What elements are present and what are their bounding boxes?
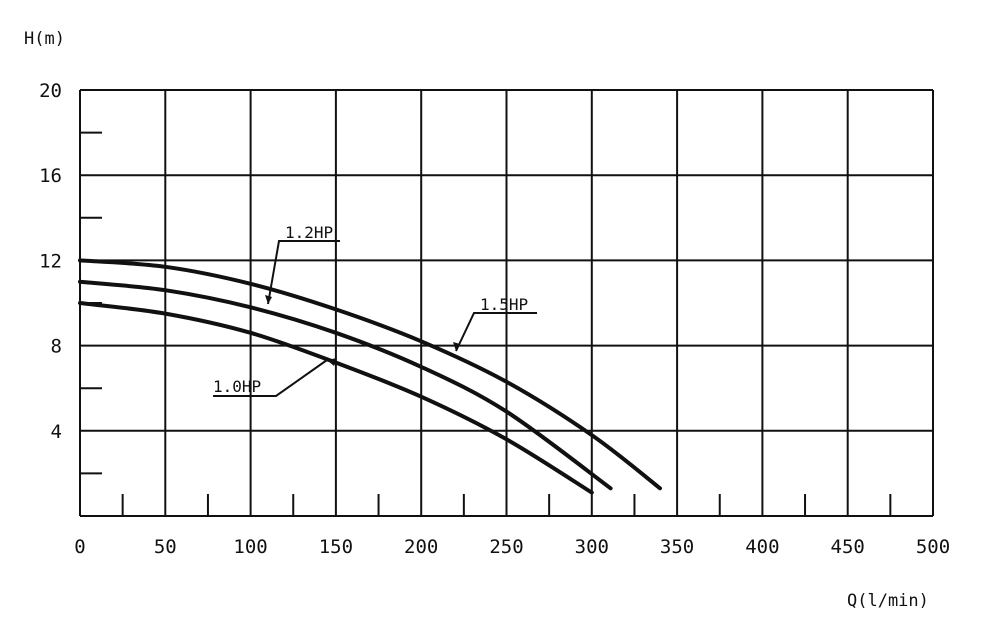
series-label-1-0HP: 1.0HP xyxy=(213,358,337,397)
leader-arrowhead xyxy=(327,358,337,366)
series-label-text: 1.5HP xyxy=(480,295,528,314)
x-tick-label: 0 xyxy=(74,536,85,558)
x-tick-label: 200 xyxy=(404,536,438,558)
series-label-1-2HP: 1.2HP xyxy=(265,223,340,305)
y-axis-label: H(m) xyxy=(24,29,65,49)
series-label-text: 1.2HP xyxy=(285,223,333,242)
x-tick-label: 400 xyxy=(745,536,779,558)
x-tick-label: 500 xyxy=(916,536,950,558)
leader-line xyxy=(213,359,328,397)
series-line-1-5HP xyxy=(78,258,662,491)
leader-arrowhead xyxy=(453,342,460,351)
x-axis-label: Q(l/min) xyxy=(847,591,929,611)
y-tick-label: 12 xyxy=(39,250,62,272)
x-tick-label: 250 xyxy=(489,536,523,558)
series-labels: 1.2HP 1.5HP 1.0HP xyxy=(213,223,537,397)
series-line-1-2HP xyxy=(78,279,613,491)
minor-ticks xyxy=(80,131,892,516)
x-tick-label: 150 xyxy=(319,536,353,558)
leader-line xyxy=(455,312,537,352)
x-tick-label: 350 xyxy=(660,536,694,558)
series-line-1-0HP xyxy=(78,301,594,495)
chart-grid xyxy=(79,89,934,517)
y-tick-label: 4 xyxy=(51,421,62,443)
x-tick-label: 100 xyxy=(233,536,267,558)
x-tick-label: 300 xyxy=(575,536,609,558)
tick-labels: 0 50 100 150 200 250 300 350 400 450 500 4 8 12 16 20 xyxy=(39,80,950,558)
y-tick-label: 8 xyxy=(51,336,62,358)
series-label-text: 1.0HP xyxy=(213,377,261,396)
series-lines xyxy=(78,258,662,495)
series-label-1-5HP: 1.5HP xyxy=(453,295,537,352)
x-tick-label: 50 xyxy=(154,536,177,558)
y-tick-label: 16 xyxy=(39,165,62,187)
y-tick-label: 20 xyxy=(39,80,62,102)
leader-arrowhead xyxy=(265,295,272,304)
x-tick-label: 450 xyxy=(831,536,865,558)
leader-line xyxy=(267,240,340,305)
